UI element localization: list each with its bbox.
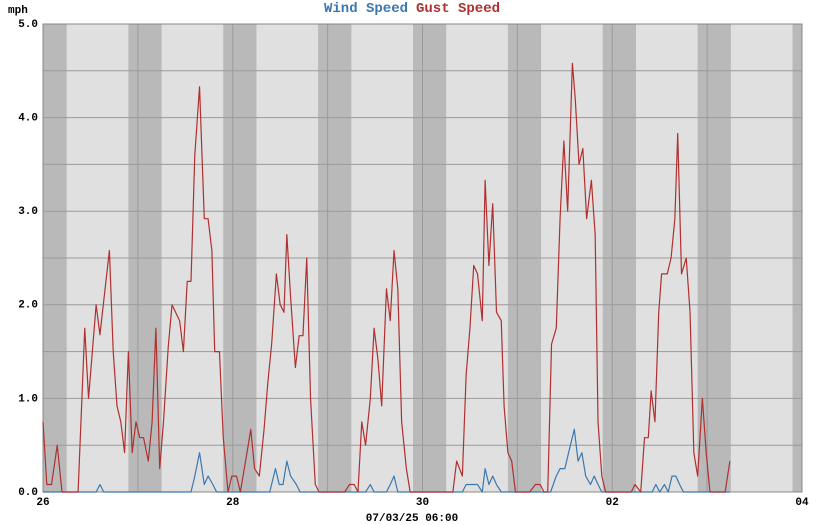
x-tick-label: 02 bbox=[606, 497, 619, 509]
legend-entry: Gust Speed bbox=[416, 1, 500, 17]
y-tick-label: 5.0 bbox=[18, 19, 38, 31]
x-tick-label: 30 bbox=[416, 497, 429, 509]
y-axis-label: mph bbox=[8, 5, 28, 17]
y-tick-label: 4.0 bbox=[18, 113, 38, 125]
x-axis-label: 07/03/25 06:00 bbox=[366, 513, 458, 525]
y-tick-label: 3.0 bbox=[18, 206, 38, 218]
y-tick-label: 2.0 bbox=[18, 300, 38, 312]
x-tick-label: 28 bbox=[226, 497, 240, 509]
y-tick-label: 1.0 bbox=[18, 393, 38, 405]
x-tick-label: 26 bbox=[36, 497, 49, 509]
x-tick-label: 04 bbox=[795, 497, 809, 509]
y-tick-label: 0.0 bbox=[18, 487, 38, 499]
legend-entry: Wind Speed bbox=[324, 1, 408, 17]
series-line bbox=[42, 62, 731, 493]
legend: Wind Speed Gust Speed bbox=[324, 1, 500, 17]
